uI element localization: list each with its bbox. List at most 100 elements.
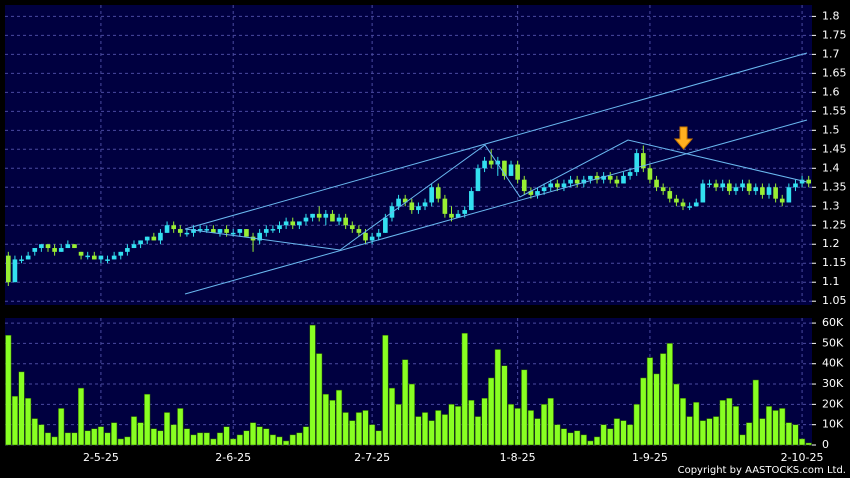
candle-body — [19, 259, 24, 261]
candle-body — [627, 172, 633, 176]
candle-body — [435, 187, 441, 199]
volume-bar — [130, 416, 138, 446]
volume-bar — [236, 434, 243, 446]
candle-body — [594, 175, 600, 180]
y-tick-label: 10K — [822, 418, 844, 431]
volume-bar — [693, 402, 700, 446]
volume-bar — [792, 424, 799, 446]
candle-body — [158, 232, 163, 241]
candle-body — [211, 229, 216, 233]
y-tick-label: 1.55 — [822, 104, 847, 117]
y-tick-label: 1.8 — [822, 9, 840, 22]
candle-body — [65, 244, 71, 249]
volume-bar — [507, 404, 515, 446]
candle-body — [310, 213, 315, 218]
candle-body — [5, 255, 11, 283]
candle-body — [72, 244, 77, 249]
y-tick-label: 1.4 — [822, 161, 840, 174]
candle-body — [230, 232, 236, 235]
candle-body — [786, 187, 792, 203]
volume-bar — [263, 428, 270, 446]
volume-bar — [309, 324, 316, 446]
candle-body — [369, 236, 375, 241]
candle-body — [323, 213, 329, 218]
candle-body — [290, 221, 296, 226]
candle-body — [263, 229, 269, 233]
volume-bar — [216, 432, 224, 446]
volume-bar — [170, 424, 177, 446]
candle-body — [733, 187, 739, 192]
x-tick-label: 2-6-25 — [215, 451, 251, 464]
candle-body — [588, 175, 593, 180]
candle-body — [151, 236, 157, 241]
candle-body — [614, 179, 620, 184]
volume-bar — [316, 353, 323, 446]
candle-body — [316, 213, 322, 218]
volume-bar — [408, 383, 415, 446]
candle-body — [621, 175, 626, 184]
volume-bar — [799, 438, 806, 446]
volume-bar — [203, 432, 210, 446]
volume-bar — [574, 430, 581, 446]
candle-body — [336, 217, 342, 222]
volume-bar — [805, 442, 812, 446]
volume-bar — [719, 400, 726, 446]
volume-bar — [587, 440, 594, 446]
volume-bar — [31, 418, 38, 446]
candle-body — [349, 225, 355, 230]
candle-body — [581, 179, 587, 184]
volume-bar — [137, 422, 144, 446]
volume-bar — [448, 404, 455, 446]
candle-body — [297, 221, 302, 226]
volume-bar — [302, 426, 310, 446]
volume-bar — [283, 440, 290, 446]
candle-body — [303, 217, 309, 222]
candle-body — [773, 187, 778, 199]
volume-bar — [329, 400, 336, 446]
volume-bar — [183, 428, 190, 446]
candle-body — [118, 251, 124, 256]
volume-bar — [772, 410, 779, 446]
candle-body — [164, 225, 170, 233]
volume-bar — [190, 434, 197, 446]
candle-body — [422, 202, 428, 207]
candle-body — [217, 229, 223, 233]
volume-bar — [560, 428, 568, 446]
candle-body — [197, 229, 203, 231]
volume-bar — [732, 406, 739, 446]
candle-body — [654, 179, 659, 188]
candle-body — [330, 213, 335, 222]
candle-body — [58, 248, 64, 252]
volume-bar — [269, 434, 276, 446]
candle-body — [131, 244, 137, 249]
candle-body — [693, 202, 699, 207]
volume-bar — [541, 404, 548, 446]
volume-bar — [38, 424, 45, 446]
volume-bar — [554, 424, 561, 446]
candle-body — [766, 187, 772, 195]
candle-body — [416, 206, 421, 211]
y-tick-label: 1.75 — [822, 28, 847, 41]
arrow-marker — [673, 126, 694, 150]
candle-body — [177, 229, 183, 233]
candle-body — [184, 232, 190, 235]
volume-bar — [514, 408, 521, 446]
candle-body — [674, 198, 679, 203]
candle-body — [224, 229, 229, 233]
candle-body — [541, 187, 547, 192]
candle-body — [237, 229, 243, 233]
candle-body — [753, 187, 759, 192]
y-tick-label: 1.05 — [822, 294, 847, 307]
candle-body — [521, 179, 527, 192]
volume-bar — [210, 438, 217, 446]
volume-bar — [713, 416, 720, 446]
y-tick-label: 1.1 — [822, 275, 840, 288]
volume-bar — [78, 387, 85, 446]
volume-bar — [342, 412, 349, 446]
volume-bar — [521, 369, 528, 446]
volume-bar — [534, 418, 541, 446]
y-tick-label: 60K — [822, 316, 844, 329]
volume-bar — [567, 432, 574, 446]
volume-bar — [91, 428, 98, 446]
